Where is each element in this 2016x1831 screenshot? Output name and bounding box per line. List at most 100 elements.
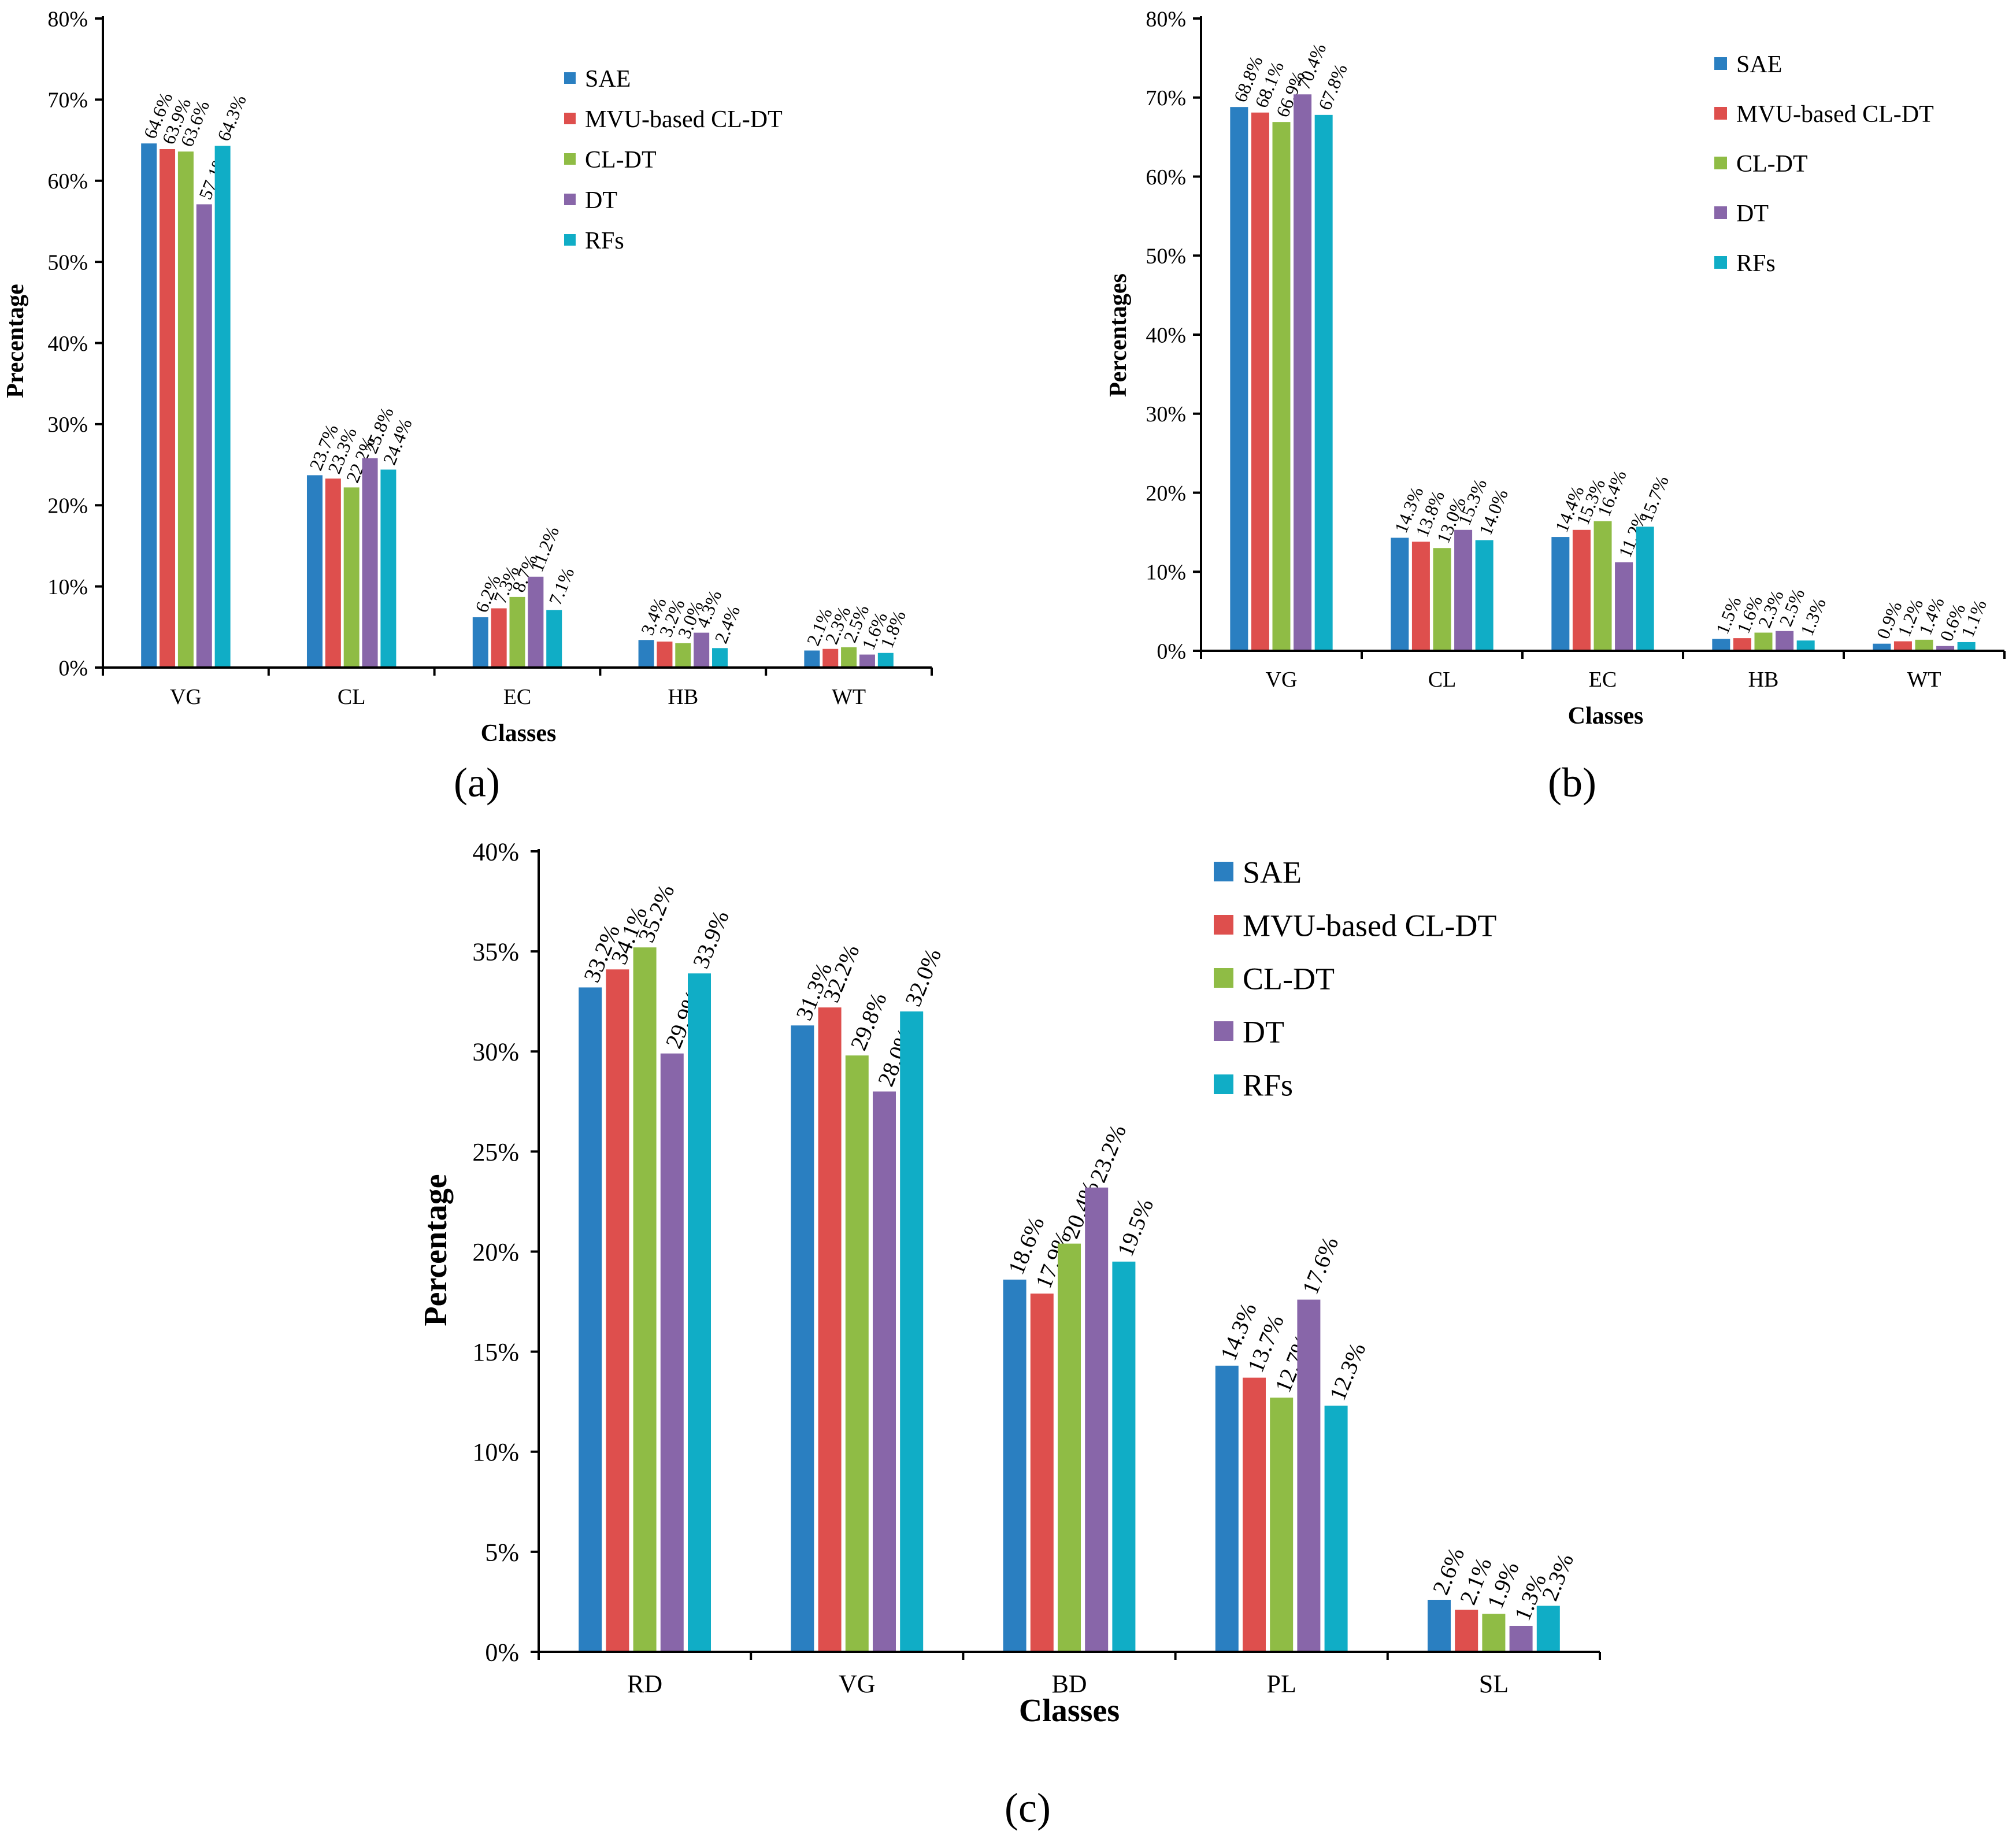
legend-label: MVU-based CL-DT	[1736, 101, 1934, 128]
legend-swatch-dt	[1214, 1021, 1233, 1041]
data-label: 7.1%	[544, 565, 578, 608]
data-label: 15.7%	[1636, 473, 1673, 525]
legend-label: DT	[1243, 1014, 1284, 1049]
bar-vg-mvu-based-cl-dt	[818, 1007, 842, 1652]
y-tick-label: 80%	[1146, 7, 1186, 31]
bar-pl-cl-dt	[1270, 1398, 1294, 1652]
legend-label: RFs	[585, 228, 624, 254]
bar-pl-rfs	[1324, 1406, 1348, 1652]
legend: SAE MVU-based CL-DT CL-DT DT RFs	[1714, 51, 1934, 277]
bar-pl-dt	[1297, 1299, 1321, 1652]
bar-rd-dt	[660, 1053, 684, 1652]
legend-swatch-mvu-based-cl-dt	[1214, 915, 1233, 935]
x-tick-label: VG	[170, 685, 202, 709]
bar-hb-dt	[1776, 631, 1794, 651]
bar-ec-rfs	[546, 610, 562, 668]
legend-label: DT	[1736, 201, 1769, 227]
bar-cl-mvu-based-cl-dt	[325, 478, 341, 668]
bar-vg-dt	[873, 1091, 896, 1652]
legend-swatch-sae	[564, 72, 576, 84]
x-tick-label: EC	[503, 685, 532, 709]
bar-vg-cl-dt	[845, 1055, 869, 1652]
x-tick-label: RD	[627, 1670, 662, 1698]
bar-vg-dt	[1294, 94, 1312, 651]
bar-vg-rfs	[214, 146, 231, 668]
legend-swatch-cl-dt	[1214, 968, 1233, 988]
data-label: 12.3%	[1324, 1339, 1370, 1404]
x-tick-label: WT	[832, 685, 866, 709]
bar-vg-rfs	[900, 1011, 924, 1652]
y-tick-label: 35%	[472, 938, 519, 966]
bar-hb-sae	[638, 640, 654, 668]
bar-vg-cl-dt	[1272, 122, 1291, 651]
y-tick-label: 40%	[47, 332, 88, 356]
bar-ec-sae	[472, 617, 488, 668]
bar-cl-cl-dt	[1433, 548, 1451, 651]
y-tick-label: 70%	[1146, 86, 1186, 110]
bar-cl-dt	[362, 458, 378, 668]
bar-ec-dt	[1615, 562, 1633, 651]
y-axis-title: Percentage	[418, 1174, 454, 1326]
bar-sl-rfs	[1536, 1606, 1560, 1652]
x-tick-label: VG	[839, 1670, 876, 1698]
y-tick-label: 20%	[47, 494, 88, 518]
data-label: 33.9%	[687, 907, 733, 972]
x-tick-label: HB	[668, 685, 698, 709]
bar-wt-sae	[804, 650, 820, 668]
data-label: 64.3%	[213, 92, 250, 144]
bar-wt-sae	[1873, 643, 1891, 651]
bar-pl-sae	[1215, 1365, 1239, 1652]
chart-panel-a: 0%10%20%30%40%50%60%70%80%64.6%63.9%63.6…	[2, 7, 933, 806]
y-tick-label: 80%	[47, 7, 88, 31]
bar-hb-dt	[694, 632, 710, 668]
x-tick-label: CL	[1428, 668, 1457, 692]
bar-hb-mvu-based-cl-dt	[1733, 638, 1751, 651]
data-label: 32.0%	[900, 945, 946, 1010]
legend-swatch-mvu-based-cl-dt	[564, 113, 576, 124]
bar-wt-dt	[859, 654, 875, 668]
legend-label: SAE	[1736, 51, 1782, 78]
x-axis-title: Classes	[1019, 1693, 1120, 1729]
bar-sl-dt	[1509, 1625, 1533, 1652]
panel-label: (b)	[1548, 759, 1596, 806]
bar-sl-mvu-based-cl-dt	[1455, 1610, 1478, 1652]
bar-rd-rfs	[688, 973, 711, 1652]
bar-cl-mvu-based-cl-dt	[1411, 542, 1430, 651]
bar-hb-rfs	[1796, 640, 1815, 651]
legend-label: CL-DT	[1243, 961, 1335, 996]
bar-hb-rfs	[712, 648, 728, 668]
bar-hb-cl-dt	[1754, 632, 1773, 651]
y-axis-title: Percentages	[1105, 273, 1132, 397]
bar-rd-mvu-based-cl-dt	[606, 969, 629, 1652]
legend-label: DT	[585, 187, 617, 214]
legend-label: MVU-based CL-DT	[1243, 908, 1496, 943]
data-label: 29.8%	[845, 989, 891, 1054]
bar-cl-dt	[1454, 529, 1473, 651]
legend-label: CL-DT	[1736, 151, 1808, 177]
bar-hb-mvu-based-cl-dt	[657, 642, 673, 668]
chart-panel-c: 0%5%10%15%20%25%30%35%40%33.2%34.1%35.2%…	[418, 837, 1601, 1831]
bar-ec-cl-dt	[1593, 521, 1612, 651]
bar-bd-dt	[1085, 1187, 1109, 1652]
panel-label: (c)	[1005, 1785, 1051, 1831]
legend-swatch-rfs	[564, 234, 576, 246]
y-tick-label: 30%	[47, 413, 88, 437]
bar-wt-cl-dt	[841, 647, 857, 668]
y-tick-label: 30%	[1146, 402, 1186, 427]
legend-label: RFs	[1736, 250, 1776, 277]
legend-label: CL-DT	[585, 147, 657, 173]
legend-label: MVU-based CL-DT	[585, 106, 783, 133]
bar-hb-sae	[1712, 639, 1730, 651]
bar-vg-sae	[141, 143, 157, 668]
x-tick-label: CL	[338, 685, 366, 709]
bar-vg-sae	[1230, 107, 1248, 651]
x-tick-label: HB	[1748, 668, 1779, 692]
y-tick-label: 40%	[472, 837, 519, 866]
y-tick-label: 50%	[47, 250, 88, 275]
bar-ec-cl-dt	[509, 596, 525, 668]
bar-cl-sae	[1391, 538, 1409, 651]
bar-vg-sae	[791, 1025, 814, 1652]
bar-vg-dt	[196, 204, 212, 668]
bar-hb-cl-dt	[675, 643, 691, 668]
